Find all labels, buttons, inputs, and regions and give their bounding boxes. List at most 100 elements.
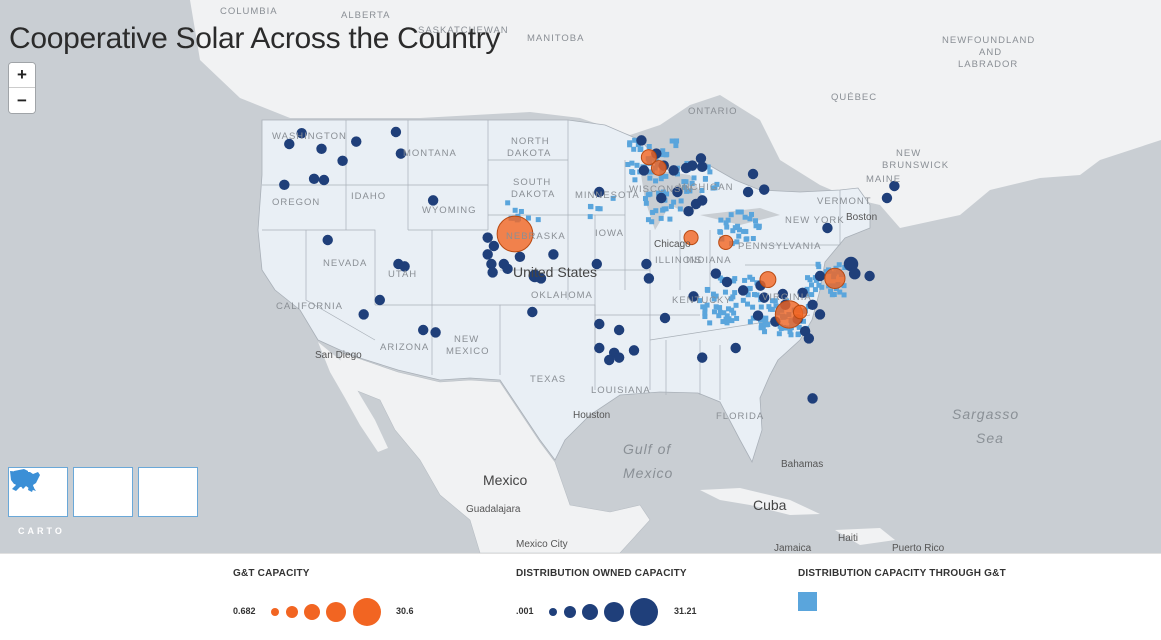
through-gt-marker-214[interactable] (801, 318, 807, 324)
dist-owned-marker-23[interactable] (487, 267, 498, 278)
dist-owned-marker-17[interactable] (430, 327, 441, 338)
dist-owned-marker-83[interactable] (710, 268, 722, 279)
through-gt-marker-99[interactable] (744, 236, 750, 242)
through-gt-marker-124[interactable] (740, 297, 746, 303)
through-gt-marker-51[interactable] (714, 181, 720, 187)
through-gt-marker-63[interactable] (689, 180, 695, 186)
dist-owned-marker-19[interactable] (488, 240, 500, 252)
through-gt-marker-78[interactable] (660, 207, 666, 213)
through-gt-marker-168[interactable] (707, 320, 713, 326)
dist-owned-marker-52[interactable] (672, 186, 683, 198)
dist-owned-marker-8[interactable] (318, 174, 330, 186)
through-gt-marker-165[interactable] (702, 306, 708, 312)
through-gt-marker-235[interactable] (828, 288, 834, 294)
dist-owned-marker-27[interactable] (535, 273, 547, 284)
dist-owned-marker-54[interactable] (683, 205, 694, 217)
through-gt-marker-102[interactable] (756, 225, 762, 231)
dist-owned-marker-70[interactable] (807, 299, 818, 311)
dist-owned-marker-28[interactable] (527, 306, 538, 318)
dist-owned-marker-15[interactable] (358, 309, 369, 320)
through-gt-marker-164[interactable] (734, 315, 740, 321)
through-gt-marker-143[interactable] (728, 296, 734, 302)
through-gt-marker-154[interactable] (745, 292, 751, 298)
through-gt-marker-61[interactable] (691, 175, 697, 181)
through-gt-marker-115[interactable] (718, 217, 724, 223)
dist-owned-marker-16[interactable] (417, 324, 429, 336)
dist-owned-marker-67[interactable] (777, 288, 789, 300)
gt-marker-2[interactable] (824, 267, 846, 290)
through-gt-marker-66[interactable] (667, 216, 673, 222)
dist-owned-marker-11[interactable] (322, 234, 333, 246)
through-gt-marker-216[interactable] (766, 304, 772, 310)
through-gt-marker-100[interactable] (724, 224, 730, 230)
through-gt-marker-21[interactable] (627, 140, 633, 146)
through-gt-marker-225[interactable] (769, 306, 775, 312)
dist-owned-marker-0[interactable] (296, 127, 307, 139)
through-gt-marker-103[interactable] (717, 229, 723, 235)
through-gt-marker-71[interactable] (656, 190, 662, 196)
dist-owned-marker-42[interactable] (594, 186, 605, 198)
through-gt-marker-19[interactable] (631, 146, 637, 152)
through-gt-marker-247[interactable] (812, 287, 818, 293)
through-gt-marker-29[interactable] (659, 152, 665, 158)
through-gt-marker-64[interactable] (710, 185, 716, 191)
through-gt-marker-132[interactable] (713, 304, 719, 310)
dist-owned-marker-61[interactable] (843, 256, 859, 272)
through-gt-marker-219[interactable] (762, 317, 768, 323)
through-gt-marker-188[interactable] (773, 303, 779, 309)
dist-owned-marker-33[interactable] (659, 312, 671, 324)
through-gt-marker-110[interactable] (753, 223, 759, 229)
dist-owned-marker-10[interactable] (427, 195, 439, 206)
dist-owned-marker-31[interactable] (641, 258, 652, 270)
dist-owned-marker-49[interactable] (695, 153, 707, 164)
through-gt-marker-276[interactable] (610, 195, 616, 201)
through-gt-marker-36[interactable] (637, 147, 643, 153)
through-gt-marker-180[interactable] (760, 324, 766, 330)
through-gt-marker-6[interactable] (658, 176, 664, 182)
dist-owned-marker-64[interactable] (881, 192, 893, 204)
dist-owned-marker-62[interactable] (848, 267, 861, 280)
through-gt-marker-80[interactable] (663, 206, 669, 212)
through-gt-marker-166[interactable] (722, 289, 728, 295)
through-gt-marker-105[interactable] (725, 217, 731, 223)
dist-owned-marker-84[interactable] (688, 291, 699, 302)
dist-owned-marker-4[interactable] (390, 126, 402, 138)
through-gt-marker-133[interactable] (716, 313, 722, 319)
through-gt-marker-264[interactable] (518, 208, 524, 214)
gt-marker-8[interactable] (792, 304, 808, 320)
through-gt-marker-81[interactable] (647, 191, 653, 197)
through-gt-marker-28[interactable] (625, 162, 631, 168)
map[interactable]: COLUMBIA ALBERTA SASKATCHEWAN MANITOBA O… (0, 0, 1161, 553)
gt-marker-0[interactable] (496, 215, 534, 253)
dist-owned-marker-51[interactable] (668, 165, 679, 176)
through-gt-marker-227[interactable] (837, 289, 843, 295)
through-gt-marker-275[interactable] (587, 203, 593, 209)
through-gt-marker-151[interactable] (711, 309, 717, 315)
through-gt-marker-35[interactable] (663, 173, 669, 179)
through-gt-marker-60[interactable] (699, 188, 705, 194)
dist-owned-marker-6[interactable] (337, 155, 348, 167)
through-gt-marker-8[interactable] (659, 172, 665, 178)
through-gt-marker-77[interactable] (643, 200, 649, 206)
through-gt-marker-144[interactable] (733, 302, 739, 308)
through-gt-marker-251[interactable] (816, 264, 822, 270)
through-gt-marker-224[interactable] (769, 298, 775, 304)
through-gt-marker-242[interactable] (831, 292, 837, 298)
zoom-out-button[interactable]: − (9, 88, 35, 113)
through-gt-marker-32[interactable] (646, 144, 652, 150)
through-gt-marker-107[interactable] (741, 228, 747, 234)
through-gt-marker-145[interactable] (702, 314, 708, 320)
through-gt-marker-16[interactable] (632, 137, 638, 143)
through-gt-marker-49[interactable] (702, 175, 708, 181)
through-gt-marker-39[interactable] (663, 152, 669, 158)
dist-owned-marker-35[interactable] (613, 324, 625, 336)
through-gt-marker-106[interactable] (728, 212, 734, 218)
dist-owned-marker-41[interactable] (696, 352, 708, 363)
through-gt-marker-129[interactable] (702, 310, 708, 316)
through-gt-marker-12[interactable] (629, 160, 635, 166)
through-gt-marker-147[interactable] (742, 277, 748, 283)
dist-owned-marker-5[interactable] (395, 148, 407, 159)
dist-owned-marker-57[interactable] (742, 186, 754, 198)
through-gt-marker-231[interactable] (804, 286, 810, 292)
through-gt-marker-79[interactable] (664, 191, 670, 197)
